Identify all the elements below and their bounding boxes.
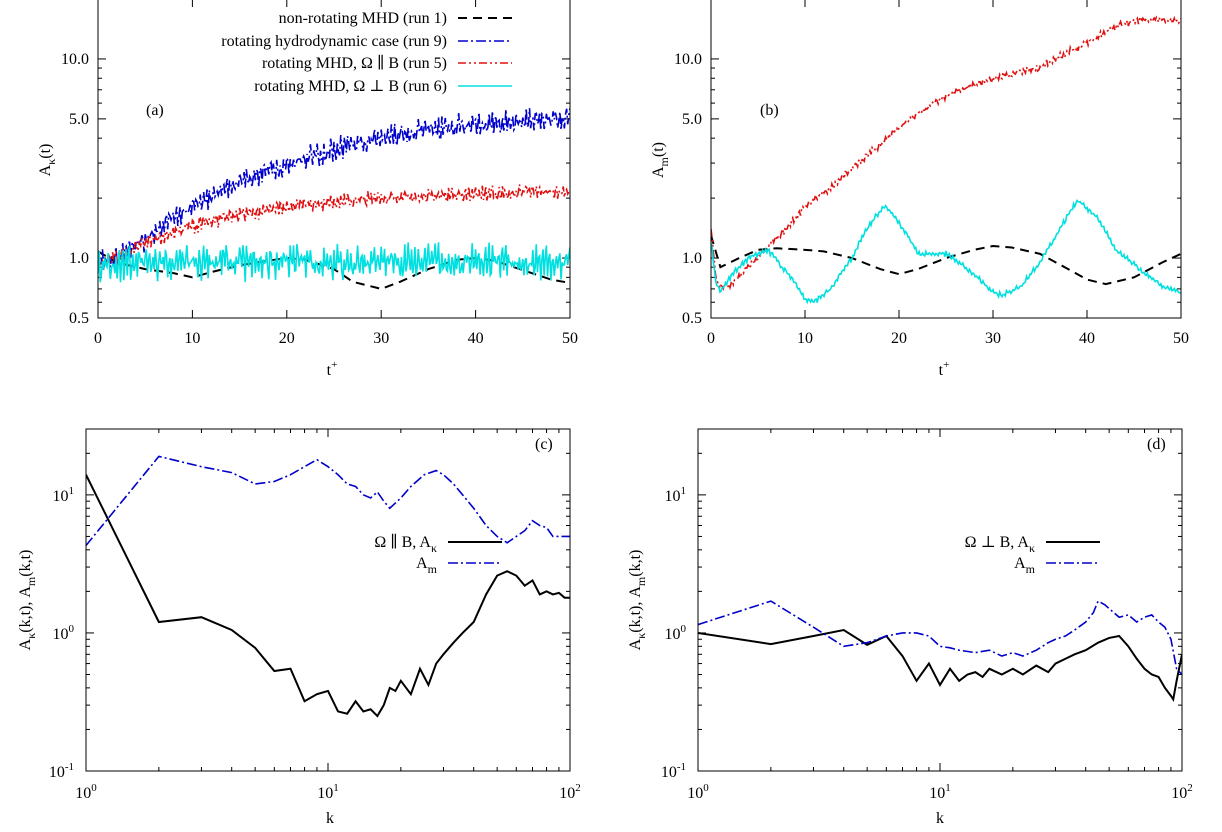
x-tick-label: 102: [559, 782, 581, 802]
y-tick-label: 10.0: [61, 51, 89, 68]
x-tick-label: 20: [279, 330, 295, 347]
y-tick-label: 101: [53, 485, 75, 505]
x-tick-label: 30: [985, 330, 1001, 347]
x-tick-label: 100: [75, 782, 97, 802]
x-tick-label: 30: [373, 330, 389, 347]
panel-c-label: (c): [535, 436, 553, 453]
y-tick-label: 0.5: [69, 310, 89, 327]
panel-c-xlabel: k: [326, 810, 334, 827]
panel-c-ylabel: Aκ(k,t), Am(k,t): [17, 550, 38, 651]
panel-b: 0 10 20 30 40 50 0.5 1.0 5.0 10.0 (b) t+ Am(t): [650, 0, 1189, 379]
x-tick-label: 40: [1079, 330, 1095, 347]
y-tick-label: 10-1: [49, 761, 74, 781]
series-line-run9: [98, 108, 570, 270]
x-tick-label: 0: [707, 330, 715, 347]
legend-entry-label: Am: [416, 555, 438, 576]
panel-b-ticks: 0 10 20 30 40 50 0.5 1.0 5.0 10.0: [674, 0, 1189, 347]
panel-a-ticks: 0 10 20 30 40 50 0.5 1.0 5.0 10.0: [61, 0, 578, 347]
series-line-run5: [98, 184, 570, 269]
y-tick-label: 1.0: [682, 250, 702, 267]
x-tick-label: 40: [468, 330, 484, 347]
panel-a-xlabel: t+: [327, 359, 338, 379]
legend-entry-label: rotating MHD, Ω ⊥ B (run 6): [254, 78, 447, 95]
panel-a-ylabel: Aκ(t): [37, 144, 58, 177]
series-line-black: [698, 628, 1182, 703]
panel-a-frame: [97, 0, 571, 319]
x-tick-label: 50: [1173, 330, 1189, 347]
panel-d-frame: [697, 428, 1183, 772]
panel-b-xlabel: t+: [939, 359, 950, 379]
x-tick-label: 100: [687, 782, 709, 802]
panel-b-frame: [710, 0, 1182, 319]
panel-c-frame: [85, 428, 571, 772]
y-tick-label: 5.0: [682, 111, 702, 128]
series-line-run5: [711, 14, 1181, 292]
legend-entry-label: rotating hydrodynamic case (run 9): [221, 33, 447, 50]
legend-entry-label: Ω ⊥ B, Aκ: [965, 534, 1035, 555]
y-tick-label: 10-1: [661, 761, 686, 781]
series-line-blue: [86, 455, 570, 546]
panel-a: 0 10 20 30 40 50 0.5 1.0 5.0 10.0 (a) t+ Aκ(t) no…: [37, 0, 578, 379]
legend-entry-label: Am: [1014, 555, 1036, 576]
series-line-run6: [711, 199, 1181, 305]
y-tick-label: 101: [665, 485, 687, 505]
x-tick-label: 20: [891, 330, 907, 347]
x-tick-label: 102: [1171, 782, 1193, 802]
panel-c-lines: [86, 455, 570, 718]
y-tick-label: 5.0: [69, 111, 89, 128]
panel-b-ylabel: Am(t): [650, 142, 671, 178]
panel-b-lines: [711, 14, 1181, 305]
panel-b-label: (b): [760, 102, 779, 119]
y-tick-label: 100: [665, 623, 687, 643]
y-tick-label: 10.0: [674, 51, 702, 68]
x-tick-label: 50: [562, 330, 578, 347]
x-tick-label: 10: [797, 330, 813, 347]
series-line-run1: [711, 235, 1181, 286]
y-tick-label: 0.5: [682, 310, 702, 327]
panel-a-label: (a): [146, 102, 164, 119]
legend-entry-label: rotating MHD, Ω ∥ B (run 5): [262, 54, 447, 72]
legend-entry-label: non-rotating MHD (run 1): [279, 10, 447, 27]
panel-a-lines: [98, 108, 570, 290]
x-tick-label: 0: [94, 330, 102, 347]
y-tick-label: 1.0: [69, 250, 89, 267]
y-tick-label: 100: [53, 623, 75, 643]
series-line-run6: [98, 242, 570, 283]
panel-d-lines: [698, 599, 1182, 703]
x-tick-label: 101: [317, 782, 339, 802]
series-line-black: [86, 474, 570, 718]
series-line-blue: [698, 599, 1182, 676]
panel-d-ylabel: Aκ(k,t), Am(k,t): [627, 550, 648, 651]
panel-a-legend: non-rotating MHD (run 1) rotating hydrody…: [221, 10, 512, 95]
panel-d-xlabel: k: [936, 810, 944, 827]
legend-entry-label: Ω ∥ B, Aκ: [374, 533, 437, 555]
panel-d-label: (d): [1147, 436, 1166, 453]
x-tick-label: 101: [929, 782, 951, 802]
x-tick-label: 10: [184, 330, 200, 347]
